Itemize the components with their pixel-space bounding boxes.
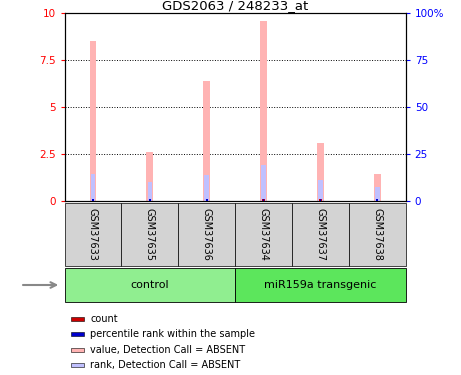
Bar <box>203 81 210 201</box>
Bar <box>376 199 378 201</box>
Bar <box>319 199 321 201</box>
Bar <box>65 202 121 266</box>
Text: GSM37638: GSM37638 <box>372 208 382 261</box>
Bar <box>319 199 321 201</box>
Bar <box>317 143 324 201</box>
Text: GSM37636: GSM37636 <box>201 208 212 261</box>
Bar <box>71 348 83 352</box>
Bar <box>92 199 94 201</box>
Bar <box>148 182 152 201</box>
Bar <box>71 363 83 367</box>
Bar <box>375 186 379 201</box>
Bar <box>149 199 151 201</box>
Bar <box>89 41 96 201</box>
Text: rank, Detection Call = ABSENT: rank, Detection Call = ABSENT <box>90 360 241 370</box>
Bar <box>260 21 267 201</box>
Text: percentile rank within the sample: percentile rank within the sample <box>90 329 255 339</box>
Bar <box>374 174 381 201</box>
Bar <box>92 199 94 201</box>
Bar <box>121 202 178 266</box>
Text: GSM37633: GSM37633 <box>88 208 98 261</box>
Text: GSM37637: GSM37637 <box>315 208 325 261</box>
Bar <box>206 199 208 201</box>
Bar <box>235 268 406 302</box>
Text: count: count <box>90 314 118 324</box>
Text: miR159a transgenic: miR159a transgenic <box>264 280 377 290</box>
Bar <box>71 332 83 336</box>
Bar <box>204 175 209 201</box>
Bar <box>178 202 235 266</box>
Bar <box>349 202 406 266</box>
Bar <box>292 202 349 266</box>
Title: GDS2063 / 248233_at: GDS2063 / 248233_at <box>162 0 308 12</box>
Bar <box>235 202 292 266</box>
Bar <box>149 199 151 201</box>
Bar <box>91 174 95 201</box>
Bar <box>318 180 323 201</box>
Bar <box>376 199 378 201</box>
Text: GSM37635: GSM37635 <box>145 208 155 261</box>
Bar <box>65 268 235 302</box>
Bar <box>71 316 83 321</box>
Bar <box>262 199 265 201</box>
Text: value, Detection Call = ABSENT: value, Detection Call = ABSENT <box>90 345 246 355</box>
Bar <box>263 199 265 201</box>
Text: GSM37634: GSM37634 <box>259 208 269 261</box>
Bar <box>147 152 153 201</box>
Text: control: control <box>130 280 169 290</box>
Bar <box>261 165 266 201</box>
Bar <box>206 199 207 201</box>
